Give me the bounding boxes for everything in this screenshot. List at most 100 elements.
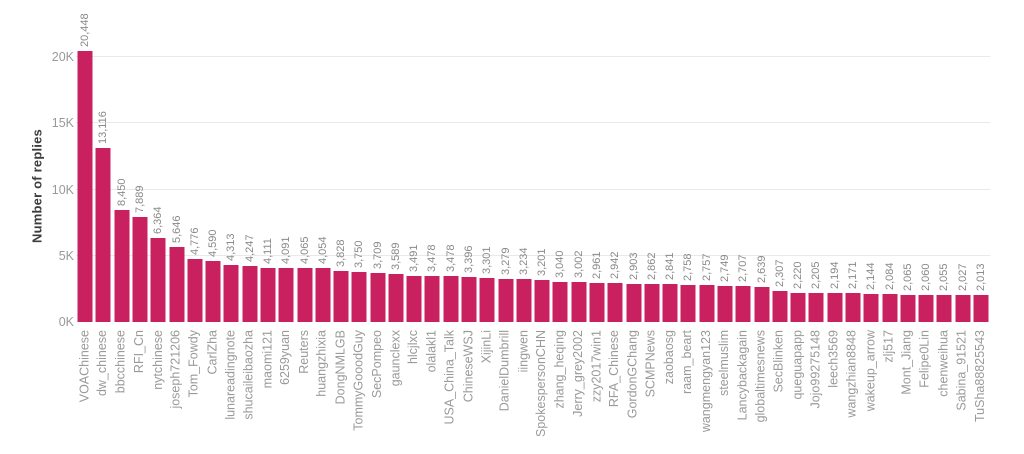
x-axis-tick-label: zaobaosg xyxy=(662,330,677,385)
bar-USA_China_Talk[interactable] xyxy=(443,275,459,322)
x-axis-tick-label: zlj517 xyxy=(881,330,896,363)
bar-maomi121[interactable] xyxy=(260,267,276,322)
gridline xyxy=(76,122,990,124)
x-axis-tick-label: shucaileibaozha xyxy=(241,330,256,420)
bar-value-label: 2,205 xyxy=(810,261,823,289)
x-axis-tick-label: queguapapp xyxy=(790,330,805,400)
gridline xyxy=(76,56,990,57)
bar-value-label: 2,749 xyxy=(718,254,731,282)
bar-Mont_Jiang[interactable] xyxy=(900,294,916,322)
bar-value-label: 2,065 xyxy=(901,263,914,291)
bar-gaunclexx[interactable] xyxy=(388,274,404,322)
x-axis-tick-label: zzy2017win1 xyxy=(589,330,604,403)
bar-slot: 3,478 olalakl1 xyxy=(423,0,441,372)
bar-zhang_heqing[interactable] xyxy=(552,281,568,322)
bar-value-label: 3,279 xyxy=(499,247,512,275)
bar-slot: 2,841 zaobaosg xyxy=(661,0,679,384)
bar-iingwen[interactable] xyxy=(516,279,532,322)
x-axis-tick-label: CarlZha xyxy=(205,330,220,375)
bar-RFI_Cn[interactable] xyxy=(132,217,148,322)
bar-huangzhixia[interactable] xyxy=(315,268,331,322)
bar-ChineseWSJ[interactable] xyxy=(461,277,477,322)
bar-bbcchinese[interactable] xyxy=(114,210,130,322)
bar-VOAChinese[interactable] xyxy=(77,51,93,322)
bar-6259yuan[interactable] xyxy=(278,267,294,322)
bar-TuSha88825543[interactable] xyxy=(973,295,989,322)
bar-slot: 4,313 lunareadingnote xyxy=(222,0,240,420)
x-axis-tick-label: wangzhian8848 xyxy=(844,330,859,418)
bar-slot: 4,065 Reuters xyxy=(295,0,313,374)
bar-value-label: 2,862 xyxy=(645,252,658,281)
bar-SpokespersonCHN[interactable] xyxy=(534,279,550,322)
bar-zaobaosg[interactable] xyxy=(662,284,678,322)
x-axis-tick-label: Lancybackagain xyxy=(735,330,750,421)
bar-dw_chinese[interactable] xyxy=(95,148,111,322)
x-axis-tick-label: Tom_Fowdy xyxy=(186,330,201,398)
bar-leech3569[interactable] xyxy=(827,292,843,322)
bar-olalakl1[interactable] xyxy=(424,275,440,322)
bar-zlj517[interactable] xyxy=(882,294,898,322)
bar-queguapapp[interactable] xyxy=(790,292,806,322)
bar-shucaileibaozha[interactable] xyxy=(242,265,258,322)
bar-slot: 2,749 steelmuslim xyxy=(716,0,734,396)
bar-Jerry_grey2002[interactable] xyxy=(571,282,587,322)
bar-value-label: 3,828 xyxy=(335,239,348,268)
bar-wangzhian8848[interactable] xyxy=(845,293,861,322)
bar-value-label: 4,054 xyxy=(316,236,329,265)
bar-slot: 2,084 zlj517 xyxy=(880,0,898,363)
x-axis-tick-label: SCMPNews xyxy=(643,330,658,398)
bar-slot: 2,903 GordonGChang xyxy=(624,0,642,418)
x-axis-tick-label: gaunclexx xyxy=(387,330,402,387)
bar-TommyGooodGuy[interactable] xyxy=(351,272,367,322)
x-axis-tick-label: Sabina_91521 xyxy=(954,330,969,411)
bar-Tom_Fowdy[interactable] xyxy=(187,258,203,322)
x-axis-tick-label: maomi121 xyxy=(259,330,274,389)
bar-value-label: 4,065 xyxy=(298,236,311,265)
bar-DanielDumbrill[interactable] xyxy=(498,278,514,322)
bar-GordonGChang[interactable] xyxy=(626,283,642,322)
bar-Felipe0Lin[interactable] xyxy=(918,294,934,322)
bar-Lancybackagain[interactable] xyxy=(735,286,751,322)
bar-SecBlinken[interactable] xyxy=(772,291,788,322)
bar-steelmuslim[interactable] xyxy=(717,285,733,322)
bar-DongNMLGB[interactable] xyxy=(333,271,349,322)
y-axis-tick-label: 20K xyxy=(51,50,74,64)
x-axis-tick-label: joseph721206 xyxy=(168,330,183,409)
bar-XijinLi[interactable] xyxy=(479,278,495,322)
x-axis-tick-label: 6259yuan xyxy=(278,330,293,385)
bar-value-label: 2,841 xyxy=(664,252,677,281)
bar-value-label: 2,942 xyxy=(609,251,622,280)
bar-RFA_Chinese[interactable] xyxy=(607,283,623,322)
bar-joseph721206[interactable] xyxy=(169,247,185,322)
bar-Sabina_91521[interactable] xyxy=(955,295,971,322)
bar-Jojo99275148[interactable] xyxy=(808,292,824,322)
bar-zzy2017win1[interactable] xyxy=(589,282,605,322)
bar-nytchinese[interactable] xyxy=(150,237,166,322)
bar-wakeup_arrow[interactable] xyxy=(863,293,879,322)
bar-raam_beart[interactable] xyxy=(680,285,696,322)
bar-lunareadingnote[interactable] xyxy=(223,264,239,322)
bar-globaltimesnews[interactable] xyxy=(754,287,770,322)
bar-value-label: 4,590 xyxy=(207,229,220,258)
bar-slot: 3,491 hlcjlxc xyxy=(405,0,423,364)
bar-value-label: 5,646 xyxy=(170,215,183,244)
x-axis-tick-label: RFA_Chinese xyxy=(607,330,622,408)
bar-slot: 7,889 RFI_Cn xyxy=(131,0,149,373)
bar-SCMPNews[interactable] xyxy=(644,284,660,322)
bar-hlcjlxc[interactable] xyxy=(406,275,422,322)
bar-slot: 2,065 Mont_Jiang xyxy=(899,0,917,395)
x-axis-tick-label: SecBlinken xyxy=(771,330,786,393)
bar-slot: 3,002 Jerry_grey2002 xyxy=(570,0,588,417)
bar-value-label: 3,002 xyxy=(572,250,585,279)
x-axis-tick-label: wangmengyan123 xyxy=(698,330,713,433)
x-axis-tick-label: iingwen xyxy=(515,330,530,373)
x-axis-tick-label: Reuters xyxy=(296,330,311,374)
bar-slot: 6,364 nytchinese xyxy=(149,0,167,390)
bar-chenweihua[interactable] xyxy=(936,294,952,322)
bar-Reuters[interactable] xyxy=(297,268,313,322)
bar-CarlZha[interactable] xyxy=(205,261,221,322)
bar-SecPompeo[interactable] xyxy=(370,272,386,322)
x-axis-tick-label: VOAChinese xyxy=(77,330,92,403)
bar-wangmengyan123[interactable] xyxy=(699,285,715,322)
bar-value-label: 3,589 xyxy=(389,242,402,271)
